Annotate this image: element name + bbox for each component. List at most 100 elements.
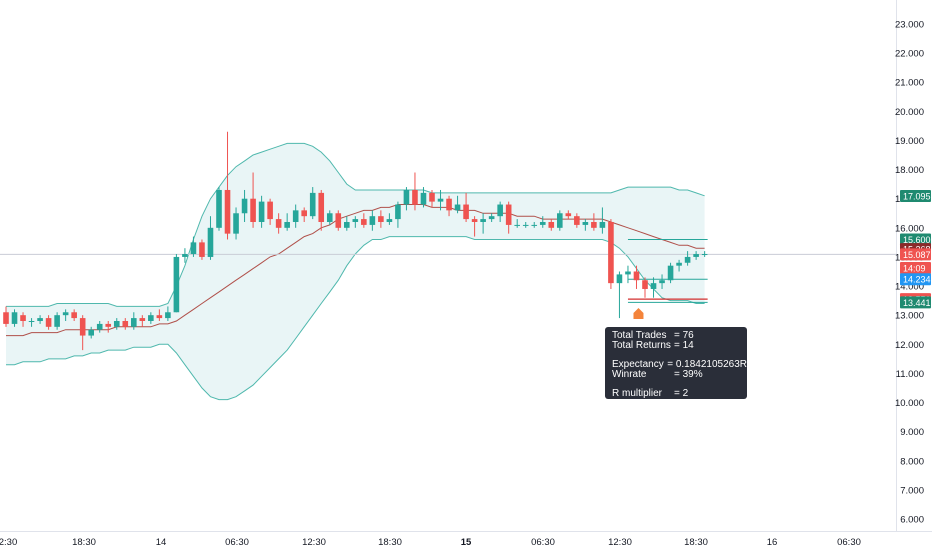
candle bbox=[488, 213, 495, 222]
candle bbox=[599, 207, 606, 234]
price-label: 15.087 bbox=[900, 248, 931, 261]
price-tick-label: 10.000 bbox=[895, 398, 924, 409]
candle bbox=[539, 216, 546, 228]
price-label-text: 13.441 bbox=[903, 298, 931, 308]
candle-body bbox=[139, 318, 146, 321]
candle bbox=[522, 221, 529, 228]
candle bbox=[480, 213, 486, 234]
candle-body bbox=[378, 216, 384, 222]
price-label: 17.095 bbox=[900, 189, 931, 202]
candle bbox=[616, 271, 623, 319]
candle bbox=[292, 204, 299, 228]
upper-band-line bbox=[6, 142, 705, 307]
candle bbox=[156, 309, 163, 321]
price-tick-label: 22.000 bbox=[895, 49, 924, 60]
time-axis[interactable]: 2:30 18:30 14 06:30 12:30 18:30 15 06:30 12:30 18… bbox=[0, 537, 861, 548]
candle bbox=[139, 315, 146, 327]
candle bbox=[454, 195, 461, 214]
candle-body bbox=[148, 315, 154, 321]
time-tick-label: 15 bbox=[461, 537, 472, 548]
candle-body bbox=[480, 219, 486, 222]
candle bbox=[105, 320, 112, 333]
candle-body bbox=[514, 224, 520, 226]
stat-value: = 39% bbox=[674, 369, 703, 380]
stat-value: = 76 bbox=[674, 330, 694, 341]
candle-body bbox=[633, 271, 640, 281]
candle-body bbox=[505, 204, 512, 225]
candle bbox=[113, 318, 120, 330]
signal-marker-arrow bbox=[633, 308, 644, 319]
basis-line bbox=[6, 204, 705, 337]
candle bbox=[267, 198, 273, 225]
candle-body bbox=[608, 221, 614, 284]
candle bbox=[71, 309, 77, 321]
candle bbox=[326, 210, 333, 225]
candle bbox=[650, 277, 657, 298]
candle bbox=[395, 201, 401, 228]
candle bbox=[667, 262, 674, 284]
candle-body bbox=[548, 221, 555, 228]
candle-body bbox=[437, 198, 444, 202]
candle-body bbox=[88, 329, 94, 336]
price-label-box bbox=[900, 248, 931, 261]
candle bbox=[199, 239, 205, 260]
time-tick-label: 2:30 bbox=[0, 537, 17, 548]
candle-body bbox=[420, 192, 427, 205]
candle bbox=[96, 320, 103, 333]
candle-body bbox=[599, 221, 606, 228]
signal-markers bbox=[633, 308, 644, 319]
candle bbox=[3, 306, 9, 327]
r-multiplier-row: R multiplier = 2 bbox=[612, 389, 747, 399]
candle-body bbox=[565, 213, 572, 217]
time-tick-label: 18:30 bbox=[378, 537, 402, 548]
price-tick-label: 12.000 bbox=[895, 340, 924, 351]
candle-body bbox=[275, 219, 282, 228]
price-tick-label: 13.000 bbox=[895, 311, 924, 322]
candle-body bbox=[701, 254, 708, 256]
candle bbox=[250, 172, 256, 228]
candle bbox=[122, 318, 129, 330]
price-tick-label: 14.000 bbox=[895, 282, 924, 293]
stat-value: = 14 bbox=[674, 340, 694, 351]
price-tick-label: 20.000 bbox=[895, 107, 924, 118]
candle-body bbox=[71, 312, 77, 319]
candle-body bbox=[122, 320, 129, 327]
price-axis[interactable]: 6.000 7.000 8.000 9.000 10.000 11.000 12.000 13… bbox=[895, 20, 924, 526]
candle bbox=[344, 216, 350, 231]
candle bbox=[11, 309, 18, 327]
candle-body bbox=[386, 219, 393, 222]
price-label-box bbox=[900, 262, 931, 275]
candle bbox=[412, 172, 418, 211]
time-tick-label: 06:30 bbox=[531, 537, 555, 548]
candle-body bbox=[676, 262, 682, 266]
candle-body bbox=[471, 219, 478, 222]
candle-body bbox=[190, 242, 197, 255]
price-label: 14:09 bbox=[900, 262, 931, 275]
candle-body bbox=[352, 219, 359, 222]
candle-body bbox=[659, 280, 665, 284]
price-tick-label: 16.000 bbox=[895, 223, 924, 234]
candle-body bbox=[446, 198, 452, 211]
candle-body bbox=[488, 216, 495, 220]
candle bbox=[676, 259, 682, 272]
candle bbox=[693, 251, 699, 260]
candle bbox=[684, 251, 691, 266]
candle bbox=[79, 315, 86, 351]
candle bbox=[582, 219, 589, 231]
price-label-box bbox=[900, 296, 931, 309]
candle-body bbox=[684, 256, 691, 263]
candle bbox=[37, 315, 43, 324]
candle bbox=[309, 187, 316, 220]
candle bbox=[471, 216, 478, 237]
candle-body bbox=[20, 315, 26, 321]
candle-body bbox=[96, 323, 103, 330]
candle-body bbox=[650, 283, 657, 289]
candle-body bbox=[531, 224, 538, 226]
candle bbox=[335, 210, 342, 231]
candle-body bbox=[224, 189, 231, 234]
stat-value: = 2 bbox=[674, 388, 689, 399]
total-returns-row: Total Returns = 14 bbox=[612, 341, 747, 351]
bollinger-bands bbox=[6, 142, 705, 401]
candle-body bbox=[582, 221, 589, 225]
